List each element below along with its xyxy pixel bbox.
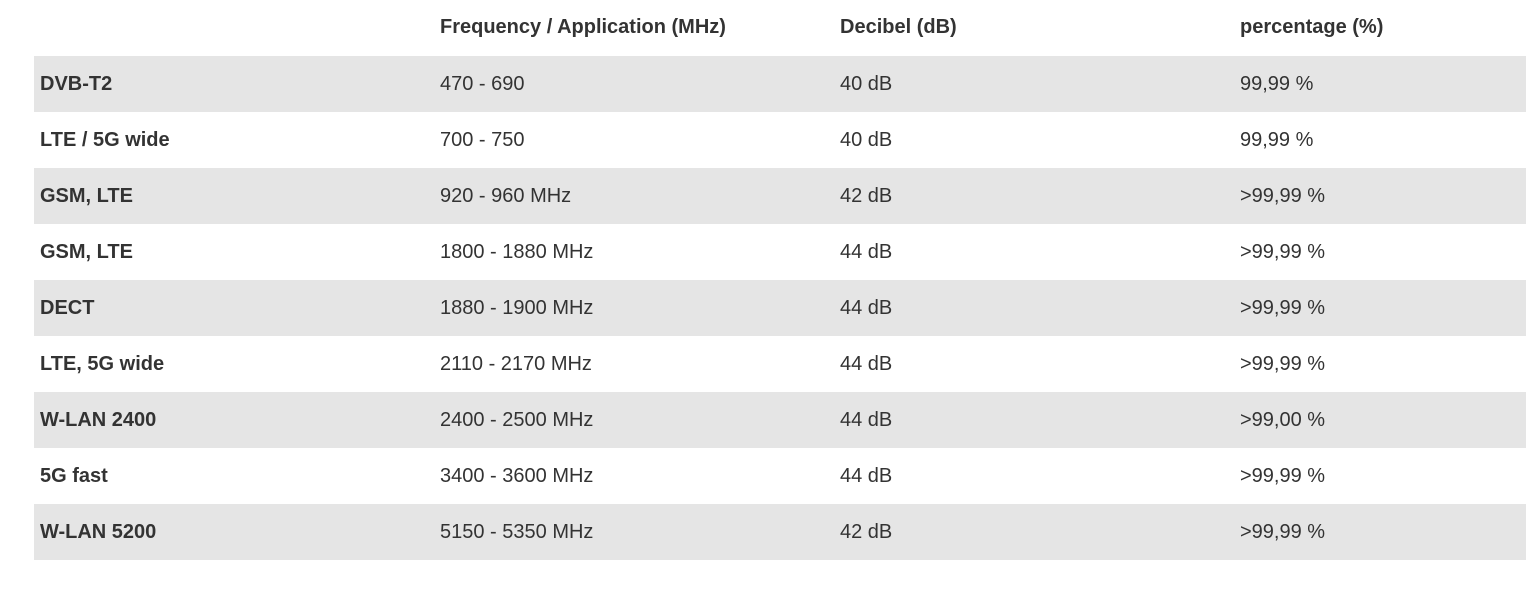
cell-frequency: 1880 - 1900 MHz (440, 297, 594, 319)
table-row: GSM, LTE 1800 - 1880 MHz 44 dB >99,99 % (34, 224, 1526, 280)
table-row: W-LAN 5200 5150 - 5350 MHz 42 dB >99,99 … (34, 504, 1526, 560)
cell-percentage: >99,99 % (1240, 465, 1326, 487)
cell-band: W-LAN 5200 (40, 521, 157, 543)
cell-percentage: 99,99 % (1240, 129, 1314, 151)
cell-band: LTE, 5G wide (40, 353, 165, 375)
table-row: GSM, LTE 920 - 960 MHz 42 dB >99,99 % (34, 168, 1526, 224)
cell-decibel: 44 dB (840, 465, 893, 487)
cell-band: LTE / 5G wide (40, 129, 170, 151)
header-row: Frequency / Application (MHz) Decibel (d… (34, 0, 1526, 56)
table-row: DECT 1880 - 1900 MHz 44 dB >99,99 % (34, 280, 1526, 336)
cell-frequency: 5150 - 5350 MHz (440, 521, 594, 543)
cell-percentage: >99,99 % (1240, 241, 1326, 263)
header-band (34, 0, 434, 56)
cell-decibel: 42 dB (840, 185, 893, 207)
table-row: LTE, 5G wide 2110 - 2170 MHz 44 dB >99,9… (34, 336, 1526, 392)
cell-decibel: 44 dB (840, 409, 893, 431)
cell-frequency: 1800 - 1880 MHz (440, 241, 594, 263)
cell-percentage: >99,99 % (1240, 185, 1326, 207)
table-header: Frequency / Application (MHz) Decibel (d… (34, 0, 1526, 56)
frequency-attenuation-table: Frequency / Application (MHz) Decibel (d… (34, 0, 1526, 560)
cell-percentage: >99,00 % (1240, 409, 1326, 431)
header-decibel: Decibel (dB) (840, 16, 957, 38)
cell-band: W-LAN 2400 (40, 409, 157, 431)
cell-decibel: 40 dB (840, 73, 893, 95)
cell-band: DVB-T2 (40, 73, 113, 95)
cell-percentage: 99,99 % (1240, 73, 1314, 95)
cell-decibel: 44 dB (840, 241, 893, 263)
table-row: 5G fast 3400 - 3600 MHz 44 dB >99,99 % (34, 448, 1526, 504)
cell-frequency: 3400 - 3600 MHz (440, 465, 594, 487)
cell-frequency: 920 - 960 MHz (440, 185, 572, 207)
cell-percentage: >99,99 % (1240, 353, 1326, 375)
header-frequency: Frequency / Application (MHz) (440, 16, 726, 38)
cell-decibel: 40 dB (840, 129, 893, 151)
cell-band: GSM, LTE (40, 241, 133, 263)
cell-frequency: 2110 - 2170 MHz (440, 353, 592, 375)
cell-percentage: >99,99 % (1240, 521, 1326, 543)
cell-percentage: >99,99 % (1240, 297, 1326, 319)
cell-band: DECT (40, 297, 95, 319)
header-percentage: percentage (%) (1240, 16, 1384, 38)
table-body: DVB-T2 470 - 690 40 dB 99,99 % LTE / 5G … (34, 56, 1526, 560)
frequency-attenuation-table-wrapper: Frequency / Application (MHz) Decibel (d… (34, 0, 1526, 560)
cell-decibel: 44 dB (840, 297, 893, 319)
cell-decibel: 42 dB (840, 521, 893, 543)
cell-frequency: 700 - 750 (440, 129, 525, 151)
table-row: LTE / 5G wide 700 - 750 40 dB 99,99 % (34, 112, 1526, 168)
table-row: W-LAN 2400 2400 - 2500 MHz 44 dB >99,00 … (34, 392, 1526, 448)
cell-decibel: 44 dB (840, 353, 893, 375)
cell-band: 5G fast (40, 465, 108, 487)
table-row: DVB-T2 470 - 690 40 dB 99,99 % (34, 56, 1526, 112)
cell-frequency: 470 - 690 (440, 73, 525, 95)
cell-band: GSM, LTE (40, 185, 133, 207)
cell-frequency: 2400 - 2500 MHz (440, 409, 594, 431)
